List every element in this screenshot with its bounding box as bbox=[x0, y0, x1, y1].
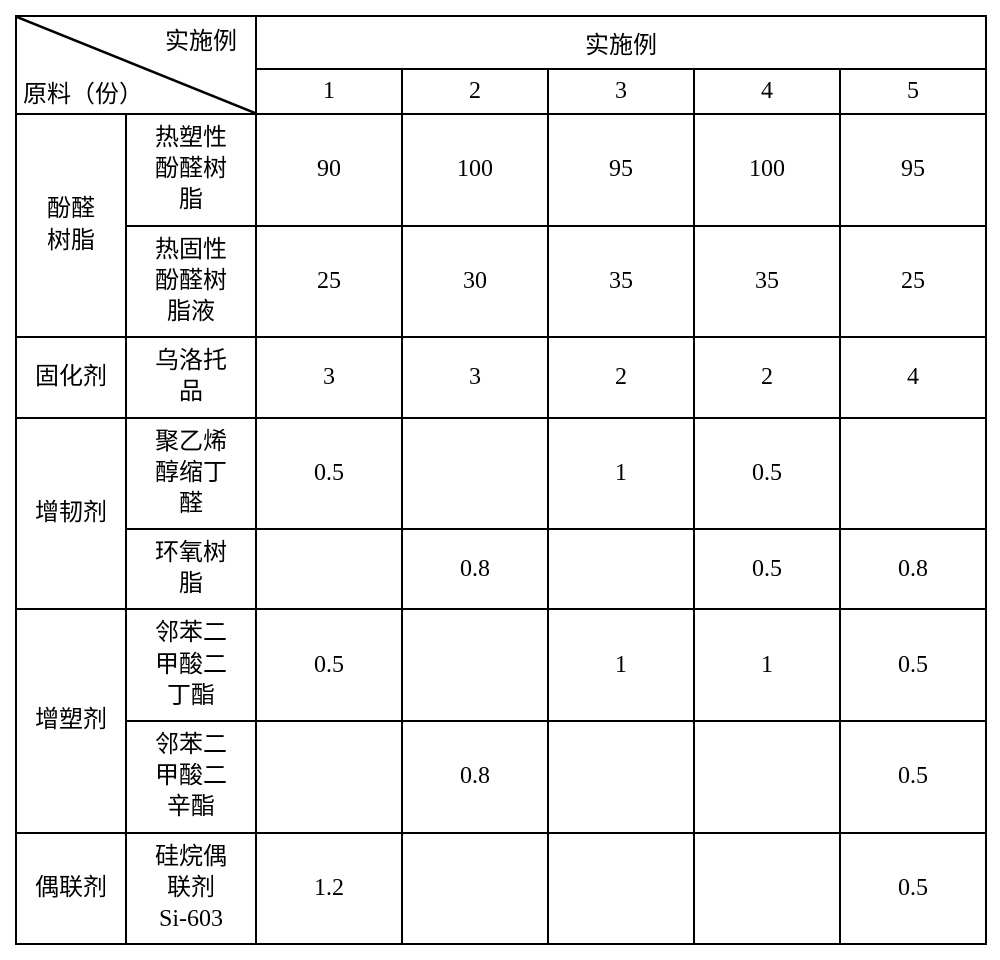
col-header: 1 bbox=[256, 69, 402, 114]
col-header: 4 bbox=[694, 69, 840, 114]
data-cell: 0.5 bbox=[840, 721, 986, 833]
diag-header-bottom: 原料（份） bbox=[23, 74, 143, 109]
data-cell: 1 bbox=[548, 418, 694, 530]
data-cell bbox=[402, 418, 548, 530]
col-header: 5 bbox=[840, 69, 986, 114]
data-cell: 0.5 bbox=[256, 609, 402, 721]
data-cell: 1 bbox=[548, 609, 694, 721]
table-row: 偶联剂 硅烷偶联剂Si-603 1.2 0.5 bbox=[16, 833, 986, 945]
data-cell: 100 bbox=[694, 114, 840, 226]
category-cell: 增韧剂 bbox=[16, 418, 126, 610]
table-row: 增塑剂 邻苯二甲酸二丁酯 0.5 1 1 0.5 bbox=[16, 609, 986, 721]
table-row: 环氧树脂 0.8 0.5 0.8 bbox=[16, 529, 986, 609]
data-cell: 35 bbox=[548, 226, 694, 338]
data-cell: 30 bbox=[402, 226, 548, 338]
materials-table: 实施例 原料（份） 实施例 1 2 3 4 5 酚醛树脂 热塑性酚醛树脂 90 … bbox=[15, 15, 987, 945]
data-cell: 25 bbox=[840, 226, 986, 338]
data-cell bbox=[256, 529, 402, 609]
data-cell: 0.8 bbox=[840, 529, 986, 609]
data-cell: 0.8 bbox=[402, 721, 548, 833]
category-cell: 偶联剂 bbox=[16, 833, 126, 945]
data-cell: 2 bbox=[694, 337, 840, 417]
data-cell: 0.5 bbox=[840, 609, 986, 721]
data-cell bbox=[548, 529, 694, 609]
table-row: 热固性酚醛树脂液 25 30 35 35 25 bbox=[16, 226, 986, 338]
data-cell: 1 bbox=[694, 609, 840, 721]
col-header: 3 bbox=[548, 69, 694, 114]
table-row: 邻苯二甲酸二辛酯 0.8 0.5 bbox=[16, 721, 986, 833]
category-cell: 固化剂 bbox=[16, 337, 126, 417]
data-cell: 95 bbox=[548, 114, 694, 226]
data-cell: 4 bbox=[840, 337, 986, 417]
column-group-title: 实施例 bbox=[256, 16, 986, 69]
diagonal-header-cell: 实施例 原料（份） bbox=[16, 16, 256, 114]
data-cell bbox=[256, 721, 402, 833]
col-header: 2 bbox=[402, 69, 548, 114]
subcategory-cell: 聚乙烯醇缩丁醛 bbox=[126, 418, 256, 530]
data-cell: 0.5 bbox=[840, 833, 986, 945]
data-cell bbox=[548, 721, 694, 833]
data-cell: 95 bbox=[840, 114, 986, 226]
data-cell: 90 bbox=[256, 114, 402, 226]
table-row: 酚醛树脂 热塑性酚醛树脂 90 100 95 100 95 bbox=[16, 114, 986, 226]
subcategory-cell: 邻苯二甲酸二丁酯 bbox=[126, 609, 256, 721]
diag-header-top: 实施例 bbox=[165, 21, 237, 56]
data-cell bbox=[548, 833, 694, 945]
data-cell: 25 bbox=[256, 226, 402, 338]
data-cell bbox=[694, 721, 840, 833]
data-cell bbox=[840, 418, 986, 530]
subcategory-cell: 热固性酚醛树脂液 bbox=[126, 226, 256, 338]
category-cell: 增塑剂 bbox=[16, 609, 126, 832]
data-cell: 0.8 bbox=[402, 529, 548, 609]
subcategory-cell: 环氧树脂 bbox=[126, 529, 256, 609]
table-body: 实施例 原料（份） 实施例 1 2 3 4 5 酚醛树脂 热塑性酚醛树脂 90 … bbox=[16, 16, 986, 944]
data-cell: 3 bbox=[256, 337, 402, 417]
category-cell: 酚醛树脂 bbox=[16, 114, 126, 337]
table-row: 增韧剂 聚乙烯醇缩丁醛 0.5 1 0.5 bbox=[16, 418, 986, 530]
data-cell bbox=[402, 833, 548, 945]
data-cell bbox=[694, 833, 840, 945]
data-cell: 3 bbox=[402, 337, 548, 417]
subcategory-cell: 邻苯二甲酸二辛酯 bbox=[126, 721, 256, 833]
data-cell: 0.5 bbox=[694, 418, 840, 530]
subcategory-cell: 硅烷偶联剂Si-603 bbox=[126, 833, 256, 945]
data-cell bbox=[402, 609, 548, 721]
data-cell: 35 bbox=[694, 226, 840, 338]
data-cell: 0.5 bbox=[256, 418, 402, 530]
header-row-1: 实施例 原料（份） 实施例 bbox=[16, 16, 986, 69]
subcategory-cell: 乌洛托品 bbox=[126, 337, 256, 417]
data-cell: 2 bbox=[548, 337, 694, 417]
data-cell: 0.5 bbox=[694, 529, 840, 609]
subcategory-cell: 热塑性酚醛树脂 bbox=[126, 114, 256, 226]
data-cell: 100 bbox=[402, 114, 548, 226]
table-row: 固化剂 乌洛托品 3 3 2 2 4 bbox=[16, 337, 986, 417]
data-cell: 1.2 bbox=[256, 833, 402, 945]
